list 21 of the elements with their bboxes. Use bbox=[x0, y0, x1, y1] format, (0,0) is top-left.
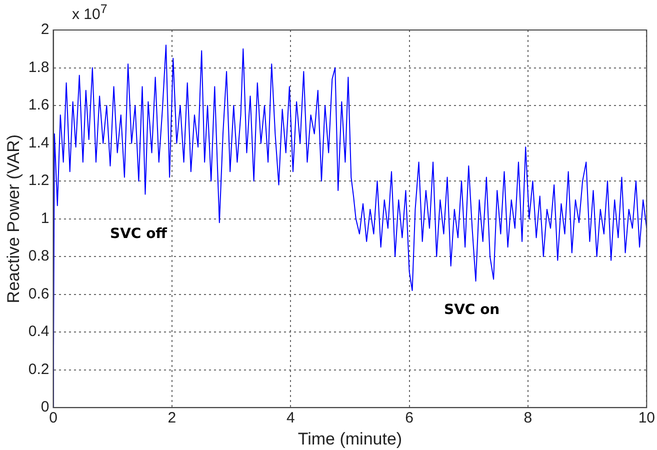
x-tick-label: 4 bbox=[286, 410, 295, 427]
y-tick-label: 2 bbox=[40, 21, 50, 38]
y-tick-label: 1 bbox=[40, 210, 50, 227]
x-tick-label: 10 bbox=[638, 410, 655, 427]
y-axis-title: Reactive Power (VAR) bbox=[4, 134, 23, 304]
x-tick-label: 8 bbox=[524, 410, 532, 427]
y-tick-label: 0.6 bbox=[28, 285, 50, 302]
x-tick-label: 6 bbox=[405, 410, 414, 427]
x-axis-title: Time (minute) bbox=[298, 429, 402, 448]
text: x 10$^{7}$ bbox=[72, 2, 108, 23]
y-tick-label: 1.4 bbox=[28, 134, 50, 152]
x-tick-label: 2 bbox=[168, 410, 176, 427]
y-tick-label: 0.4 bbox=[28, 323, 50, 340]
y-tick-label: 1.6 bbox=[28, 96, 50, 114]
y-tick-label: 0.2 bbox=[28, 360, 50, 378]
annotation: SVC on bbox=[444, 302, 500, 318]
y-tick-label: 1.8 bbox=[28, 58, 50, 76]
y-tick-label: 0.8 bbox=[28, 248, 50, 265]
annotation: SVC off bbox=[110, 226, 168, 242]
y-tick-label: 1.2 bbox=[28, 172, 50, 190]
y-tick-label: 0 bbox=[40, 398, 50, 416]
